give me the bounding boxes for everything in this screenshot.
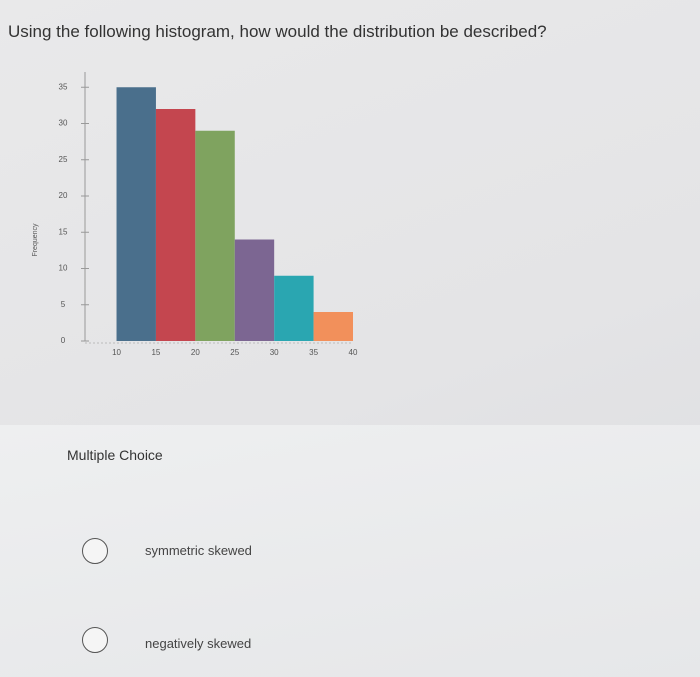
option-text[interactable]: negatively skewed bbox=[145, 636, 252, 651]
answer-panel bbox=[0, 425, 700, 677]
x-tick-label: 10 bbox=[112, 348, 121, 357]
x-tick-label: 30 bbox=[270, 348, 279, 357]
bar bbox=[155, 109, 196, 341]
radio-button[interactable] bbox=[82, 627, 108, 653]
bar bbox=[195, 130, 235, 341]
question: Using the following histogram, how would… bbox=[8, 22, 547, 41]
bar bbox=[116, 87, 156, 341]
x-tick-label: 20 bbox=[191, 348, 200, 357]
radio-button[interactable] bbox=[82, 538, 108, 564]
bar bbox=[234, 239, 275, 341]
y-tick-label: 5 bbox=[61, 300, 66, 309]
histogram: Frequency 0 5 10 15 20 25 30 35 10 15 20 25 30 35 40 bbox=[32, 72, 358, 357]
y-tick-label: 25 bbox=[59, 155, 68, 164]
y-tick-label: 0 bbox=[61, 336, 66, 345]
y-tick-label: 20 bbox=[59, 191, 68, 200]
x-tick-label: 25 bbox=[230, 348, 239, 357]
multiple-choice-label: Multiple Choice bbox=[67, 447, 163, 463]
y-tick-label: 10 bbox=[59, 264, 68, 273]
x-tick-label: 15 bbox=[151, 348, 160, 357]
y-tick-label: 15 bbox=[59, 227, 68, 236]
x-tick-label: 40 bbox=[349, 348, 358, 357]
y-axis-label: Frequency bbox=[32, 223, 39, 257]
y-tick-label: 35 bbox=[59, 82, 68, 91]
x-tick-label: 35 bbox=[309, 348, 318, 357]
bar bbox=[313, 312, 353, 341]
option-text[interactable]: symmetric skewed bbox=[145, 543, 252, 558]
bar bbox=[274, 275, 314, 341]
y-tick-label: 30 bbox=[59, 119, 68, 128]
